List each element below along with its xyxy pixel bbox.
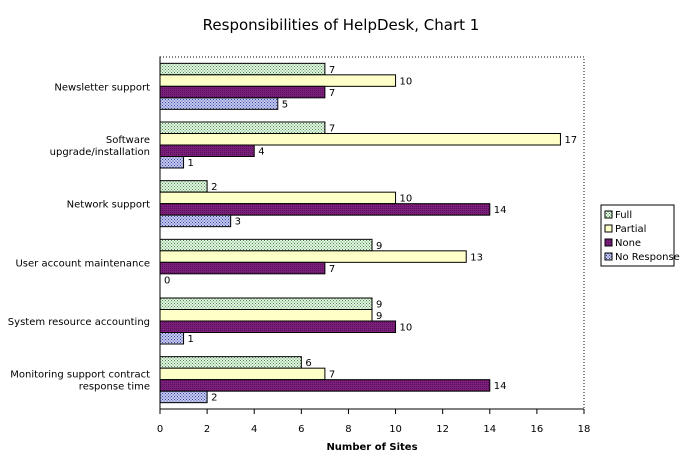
value-label: 17	[564, 135, 577, 146]
bar-full-0	[159, 62, 326, 76]
legend-label: Partial	[615, 224, 646, 235]
value-label: 2	[211, 182, 217, 193]
value-label: 1	[188, 334, 194, 345]
x-tick-label: 0	[157, 424, 163, 435]
legend: Full Partial None No Response	[600, 204, 680, 267]
x-tick-label: 16	[531, 424, 544, 435]
value-label: 9	[376, 241, 382, 252]
bar-no-response-2	[159, 214, 232, 228]
category-label: System resource accounting	[8, 317, 150, 328]
value-label: 9	[376, 300, 382, 311]
category-label: Software	[106, 135, 150, 146]
category-label: Newsletter support	[54, 82, 150, 93]
bar-none-5	[159, 379, 491, 392]
bar-no-response-5	[159, 390, 208, 404]
legend-swatch-partial	[604, 224, 613, 233]
legend-swatch-none	[604, 238, 613, 247]
x-axis-title: Number of Sites	[326, 442, 417, 453]
value-label: 14	[494, 205, 507, 216]
bar-none-3	[159, 261, 326, 275]
legend-label: None	[615, 238, 641, 249]
legend-label: No Response	[615, 252, 680, 263]
value-label: 10	[400, 323, 413, 334]
category-label: response time	[79, 382, 150, 393]
bar-none-1	[159, 144, 255, 157]
bars-group	[159, 62, 561, 404]
category-label: upgrade/installation	[50, 147, 150, 158]
value-label: 6	[305, 358, 311, 369]
x-tick-label: 14	[483, 424, 496, 435]
bar-partial-5	[159, 367, 326, 381]
x-tick-label: 8	[345, 424, 351, 435]
legend-box	[600, 204, 675, 267]
x-tick-label: 2	[204, 424, 210, 435]
bar-no-response-4	[159, 332, 185, 345]
bar-partial-1	[159, 133, 561, 146]
category-labels-group: Newsletter support Softwareupgrade/instal…	[8, 82, 150, 392]
bar-partial-2	[159, 191, 397, 205]
bar-full-2	[159, 180, 208, 193]
value-label: 7	[329, 88, 335, 99]
bar-full-3	[159, 238, 373, 252]
x-tick-label: 4	[251, 424, 257, 435]
legend-swatch-no-response	[604, 252, 613, 261]
x-ticks-group: 0 2 4 6 8 10 12 14 16 18	[157, 409, 591, 435]
value-label: 14	[494, 381, 507, 392]
value-label: 10	[400, 76, 413, 87]
value-label: 0	[164, 275, 170, 286]
bar-partial-4	[159, 309, 373, 322]
bar-full-5	[159, 356, 302, 369]
x-tick-label: 18	[578, 424, 591, 435]
bar-no-response-0	[159, 97, 279, 110]
value-label: 9	[376, 311, 382, 322]
legend-swatch-full	[604, 210, 613, 219]
value-label: 10	[400, 194, 413, 205]
value-label: 7	[329, 124, 335, 135]
value-label: 7	[329, 65, 335, 76]
bar-partial-0	[159, 74, 397, 87]
value-label: 7	[329, 264, 335, 275]
value-label: 2	[211, 393, 217, 404]
x-tick-label: 12	[436, 424, 449, 435]
value-label: 13	[470, 252, 483, 263]
value-label: 7	[329, 370, 335, 381]
bar-full-4	[159, 297, 373, 310]
bar-none-4	[159, 320, 397, 333]
bar-none-2	[159, 203, 491, 216]
value-label: 5	[282, 99, 288, 110]
bar-no-response-1	[159, 156, 185, 169]
bar-none-0	[159, 85, 326, 99]
category-label: Network support	[67, 200, 150, 211]
bar-full-1	[159, 121, 326, 134]
value-label: 4	[258, 147, 264, 158]
category-label: Monitoring support contract	[10, 370, 150, 381]
category-label: User account maintenance	[15, 258, 150, 269]
bar-partial-3	[159, 250, 467, 263]
value-label: 3	[235, 217, 241, 228]
legend-label: Full	[615, 210, 632, 221]
chart-title: Responsibilities of HelpDesk, Chart 1	[203, 16, 480, 34]
value-label: 1	[188, 158, 194, 169]
x-tick-label: 10	[389, 424, 402, 435]
x-tick-label: 6	[298, 424, 304, 435]
